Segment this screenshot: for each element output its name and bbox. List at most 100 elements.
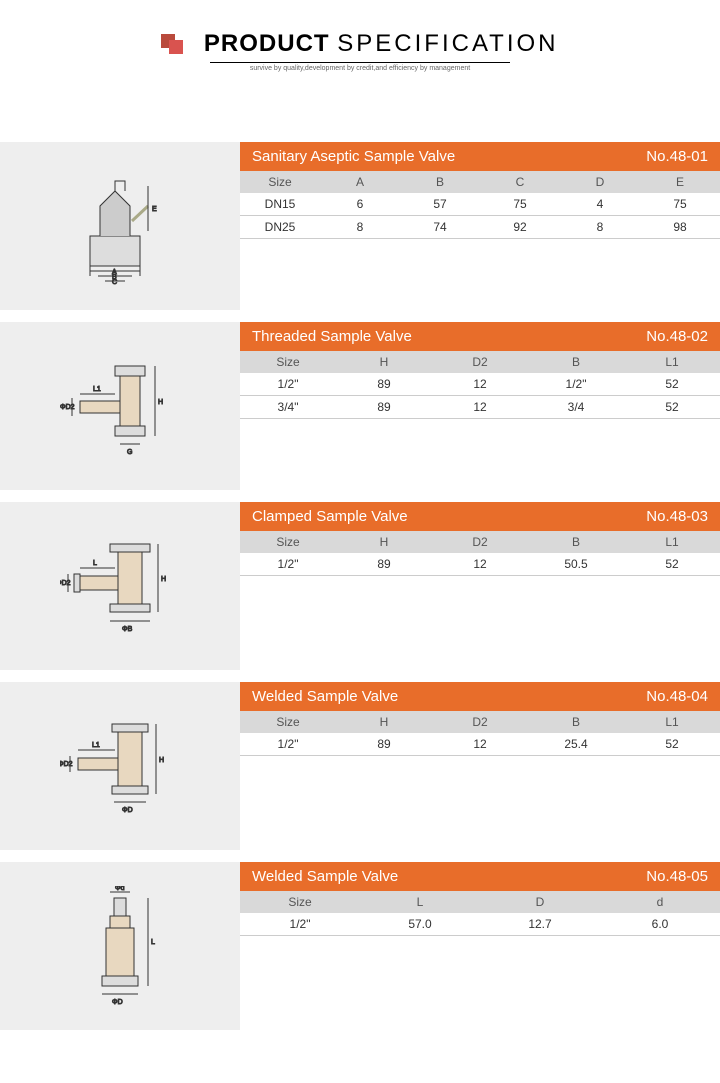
table-body: 1/2"57.012.76.0 <box>240 913 720 936</box>
table-row: 1/2"57.012.76.0 <box>240 913 720 936</box>
table-body: 1/2"891250.552 <box>240 553 720 576</box>
svg-text:ΦD2: ΦD2 <box>60 580 71 587</box>
diagram-cell: L1 ΦD2 H G <box>0 322 240 490</box>
table-columns: SizeHD2BL1 <box>240 351 720 373</box>
spec-title: Welded Sample Valve <box>252 868 398 885</box>
spec-title: Sanitary Aseptic Sample Valve <box>252 148 455 165</box>
page-header: PRODUCT SPECIFICATION survive by quality… <box>0 0 720 82</box>
column-header: H <box>336 351 432 373</box>
table-cell: 92 <box>480 216 560 238</box>
svg-text:L: L <box>93 560 97 567</box>
svg-text:H: H <box>159 757 164 764</box>
table-header: Sanitary Aseptic Sample Valve No.48-01 <box>240 142 720 171</box>
title-thin: SPECIFICATION <box>337 30 558 57</box>
column-header: H <box>336 711 432 733</box>
spec-number: No.48-02 <box>646 328 708 345</box>
diagram-cell: L1 ΦD2 H ΦD <box>0 682 240 850</box>
spec-table: Welded Sample Valve No.48-05 SizeLDd1/2"57… <box>240 862 720 1030</box>
spec-title: Welded Sample Valve <box>252 688 398 705</box>
table-columns: SizeHD2BL1 <box>240 711 720 733</box>
column-header: D <box>560 171 640 193</box>
table-header: Clamped Sample ValveNo.48-03 <box>240 502 720 531</box>
column-header: C <box>480 171 560 193</box>
table-cell: 1/2" <box>240 553 336 575</box>
table-cell: 75 <box>640 193 720 215</box>
svg-text:L: L <box>151 939 155 946</box>
title-bold: PRODUCT <box>204 30 330 57</box>
table-cell: DN25 <box>240 216 320 238</box>
table-cell: 57 <box>400 193 480 215</box>
table-header: Threaded Sample Valve No.48-02 <box>240 322 720 351</box>
header-subtitle: survive by quality,development by credit… <box>0 65 720 72</box>
column-header: L <box>360 891 480 913</box>
spec-row: L ΦD2 H ΦB Clamped Sample ValveNo.48-03S… <box>0 502 720 670</box>
svg-text:G: G <box>127 449 132 456</box>
column-header: Size <box>240 351 336 373</box>
table-columns: SizeHD2BL1 <box>240 531 720 553</box>
column-header: H <box>336 531 432 553</box>
svg-text:E: E <box>152 206 157 213</box>
table-cell: 89 <box>336 373 432 395</box>
spec-row: A B C E Sanitary Aseptic Sample Valve No.… <box>0 142 720 310</box>
spec-table: Welded Sample ValveNo.48-04SizeHD2BL11/2… <box>240 682 720 850</box>
spec-row: L1 ΦD2 H ΦD Welded Sample ValveNo.48-04S… <box>0 682 720 850</box>
column-header: Size <box>240 171 320 193</box>
diagram-cell: A B C E <box>0 142 240 310</box>
table-cell: 1/2" <box>240 733 336 755</box>
header-title-row: PRODUCT SPECIFICATION <box>0 30 720 58</box>
column-header: L1 <box>624 531 720 553</box>
spec-table: Clamped Sample ValveNo.48-03SizeHD2BL11/… <box>240 502 720 670</box>
table-row: 1/2"891225.452 <box>240 733 720 756</box>
table-cell: 52 <box>624 396 720 418</box>
table-cell: 8 <box>560 216 640 238</box>
spec-number: No.48-05 <box>646 868 708 885</box>
column-header: D2 <box>432 531 528 553</box>
table-cell: 3/4" <box>240 396 336 418</box>
table-body: 1/2"891225.452 <box>240 733 720 756</box>
table-cell: 57.0 <box>360 913 480 935</box>
spec-number: No.48-03 <box>646 508 708 525</box>
column-header: B <box>528 711 624 733</box>
table-cell: 4 <box>560 193 640 215</box>
table-cell: 6.0 <box>600 913 720 935</box>
table-cell: DN15 <box>240 193 320 215</box>
table-cell: 98 <box>640 216 720 238</box>
table-body: DN1565775475DN2587492898 <box>240 193 720 239</box>
svg-text:ΦD: ΦD <box>122 807 133 814</box>
svg-text:H: H <box>161 576 166 583</box>
column-header: B <box>528 351 624 373</box>
logo-icon <box>161 34 191 54</box>
table-cell: 89 <box>336 553 432 575</box>
spec-row: Φd L ΦD Welded Sample ValveNo.48-05SizeL… <box>0 862 720 1030</box>
spec-title: Threaded Sample Valve <box>252 328 412 345</box>
column-header: d <box>600 891 720 913</box>
svg-text:Φd: Φd <box>115 886 125 892</box>
column-header: Size <box>240 891 360 913</box>
table-header: Welded Sample ValveNo.48-04 <box>240 682 720 711</box>
table-cell: 12 <box>432 373 528 395</box>
table-cell: 89 <box>336 396 432 418</box>
table-cell: 50.5 <box>528 553 624 575</box>
table-row: DN1565775475 <box>240 193 720 216</box>
svg-text:ΦD2: ΦD2 <box>60 404 75 411</box>
svg-text:C: C <box>112 279 117 286</box>
table-row: 3/4"89123/452 <box>240 396 720 419</box>
spec-table: Threaded Sample ValveNo.48-02SizeHD2BL11… <box>240 322 720 490</box>
spec-row: L1 ΦD2 H G Threaded Sample Valve No.48-02… <box>0 322 720 490</box>
column-header: D2 <box>432 351 528 373</box>
table-cell: 12 <box>432 396 528 418</box>
table-cell: 6 <box>320 193 400 215</box>
table-cell: 1/2" <box>240 913 360 935</box>
spec-number: No.48-01 <box>646 148 708 165</box>
svg-text:L1: L1 <box>92 742 100 749</box>
table-columns: SizeLDd <box>240 891 720 913</box>
table-row: DN2587492898 <box>240 216 720 239</box>
svg-text:L1: L1 <box>93 386 101 393</box>
column-header: L1 <box>624 711 720 733</box>
column-header: Size <box>240 711 336 733</box>
table-cell: 25.4 <box>528 733 624 755</box>
diagram-cell: Φd L ΦD <box>0 862 240 1030</box>
column-header: B <box>400 171 480 193</box>
table-row: 1/2"89121/2"52 <box>240 373 720 396</box>
svg-text:ΦD2: ΦD2 <box>60 761 73 768</box>
